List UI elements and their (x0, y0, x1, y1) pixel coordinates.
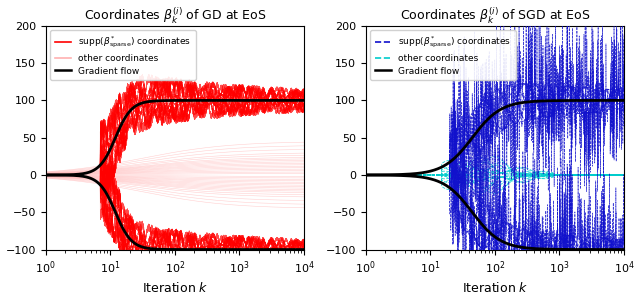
Legend: supp$(\beta^*_{\mathrm{sparse}})$ coordinates, other coordinates, Gradient flow: supp$(\beta^*_{\mathrm{sparse}})$ coordi… (50, 30, 196, 80)
Title: Coordinates $\beta_k^{(i)}$ of SGD at EoS: Coordinates $\beta_k^{(i)}$ of SGD at Eo… (399, 5, 590, 26)
X-axis label: Iteration $k$: Iteration $k$ (141, 281, 208, 296)
X-axis label: Iteration $k$: Iteration $k$ (461, 281, 528, 296)
Title: Coordinates $\beta_k^{(i)}$ of GD at EoS: Coordinates $\beta_k^{(i)}$ of GD at EoS (84, 5, 266, 26)
Legend: supp$(\beta^*_{\mathrm{sparse}})$ coordinates, other coordinates, Gradient flow: supp$(\beta^*_{\mathrm{sparse}})$ coordi… (370, 30, 516, 80)
